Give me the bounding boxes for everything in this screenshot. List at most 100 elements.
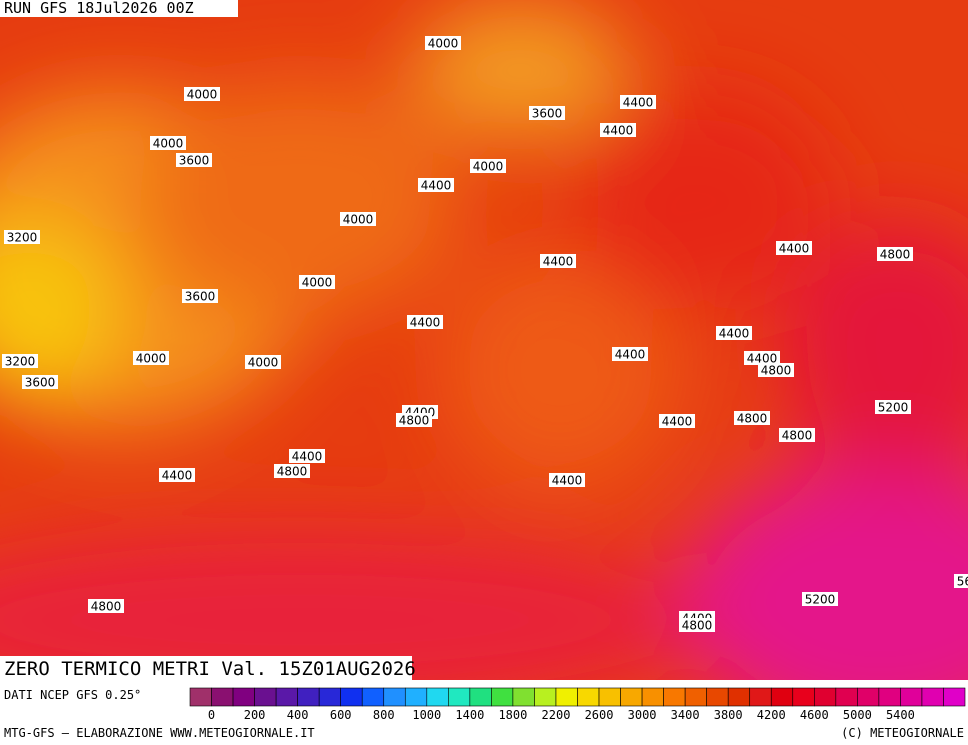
colorbar-swatch xyxy=(555,687,578,707)
contour-label: 4400 xyxy=(716,326,752,341)
colorbar-label: 800 xyxy=(373,708,395,722)
colorbar-swatch xyxy=(469,687,492,707)
contour-label-box xyxy=(679,618,715,632)
contour-label: 4400 xyxy=(407,315,443,330)
contour-label-text: 4400 xyxy=(292,450,323,464)
contour-labels: 4000 4000 4400 3600 4400 4000 3600 4000 4400 4000… xyxy=(2,36,968,633)
colorbar-swatch xyxy=(835,687,858,707)
contour-label-text: 4400 xyxy=(410,316,441,330)
contour-label-box xyxy=(159,468,195,482)
colorbar-label: 400 xyxy=(287,708,309,722)
colorbar-swatch xyxy=(404,687,428,707)
contour-label-text: 4800 xyxy=(737,412,768,426)
colorbar-label: 5000 xyxy=(843,708,872,722)
contour-label: 4000 xyxy=(184,87,220,102)
contour-label-text: 4800 xyxy=(880,248,911,262)
contour-label-text: 3600 xyxy=(25,376,56,390)
contour-label: 5600 xyxy=(954,574,968,589)
colorbar-label: 3800 xyxy=(714,708,743,722)
contour-label: 4000 xyxy=(470,159,506,174)
contour-label-box xyxy=(877,247,913,261)
colorbar-swatch xyxy=(641,687,664,707)
colorbar-label: 5400 xyxy=(886,708,915,722)
contour-label-text: 3200 xyxy=(5,355,36,369)
contour-label-text: 4400 xyxy=(719,327,750,341)
contour-label-box xyxy=(802,592,838,606)
colorbar-swatch xyxy=(491,687,514,707)
contour-label-box xyxy=(425,36,461,50)
contour-label-text: 4800 xyxy=(399,414,430,428)
contour-label-box xyxy=(150,136,186,150)
colorbar-label: 3400 xyxy=(671,708,700,722)
colorbar-swatch xyxy=(340,687,363,707)
colorbar-label: 600 xyxy=(330,708,352,722)
contour-label: 4800 xyxy=(396,413,432,428)
contour-label: 4000 xyxy=(340,212,376,227)
colorbar-label: 1800 xyxy=(498,708,527,722)
colorbar-label: 3000 xyxy=(628,708,657,722)
contour-label: 4400 xyxy=(659,414,695,429)
contour-label-box xyxy=(340,212,376,226)
contour-label-box xyxy=(274,464,310,478)
contour-label-text: 4000 xyxy=(136,352,167,366)
colorbar-swatch xyxy=(361,687,385,707)
contour-label-box xyxy=(620,95,656,109)
contour-label-text: 4400 xyxy=(662,415,693,429)
contour-label-text: 4000 xyxy=(343,213,374,227)
colorbar-swatch xyxy=(383,687,406,707)
contour-label-text: 4800 xyxy=(91,600,122,614)
colorbar-swatch xyxy=(275,687,298,707)
contour-label-text: 4000 xyxy=(187,88,218,102)
colorbar-label: 2600 xyxy=(585,708,614,722)
contour-label-text: 4800 xyxy=(761,364,792,378)
run-label: RUN GFS 18Jul2026 00Z xyxy=(4,0,194,17)
contour-label-text: 4400 xyxy=(162,469,193,483)
contour-label-text: 4400 xyxy=(747,352,778,366)
contour-label-text: 4000 xyxy=(153,137,184,151)
contour-label-text: 4800 xyxy=(782,429,813,443)
footer-right: (C) METEOGIORNALE xyxy=(841,726,964,740)
contour-label-text: 4400 xyxy=(552,474,583,488)
colorbar-swatch xyxy=(921,687,944,707)
colorbar-swatch xyxy=(943,687,966,707)
contour-label: 3200 xyxy=(2,354,38,369)
contour-label: 5200 xyxy=(802,592,838,607)
contour-label-box xyxy=(2,354,38,368)
contour-label-box xyxy=(88,599,124,613)
colorbar-swatch xyxy=(857,687,880,707)
colorbar-swatch xyxy=(318,687,341,707)
contour-label-text: 5200 xyxy=(878,401,909,415)
contour-label-box xyxy=(22,375,58,389)
contour-label-box xyxy=(954,574,968,588)
colorbar-swatch xyxy=(620,687,643,707)
colorbar-swatch xyxy=(512,687,535,707)
contour-label: 4000 xyxy=(425,36,461,51)
source-label: DATI NCEP GFS 0.25° xyxy=(4,688,141,702)
colorbar-swatch xyxy=(448,687,471,707)
contour-label-box xyxy=(612,347,648,361)
contour-label: 4800 xyxy=(758,363,794,378)
contour-label-box xyxy=(758,363,794,377)
title-box xyxy=(0,656,412,680)
contour-label: 4400 xyxy=(418,178,454,193)
contour-label: 4000 xyxy=(299,275,335,290)
contour-label-box xyxy=(289,449,325,463)
contour-label: 3600 xyxy=(176,153,212,168)
colorbar-label: 1400 xyxy=(455,708,484,722)
contour-label-text: 4400 xyxy=(623,96,654,110)
footer-left: MTG-GFS — ELABORAZIONE WWW.METEOGIORNALE… xyxy=(4,726,315,740)
colorbar-swatch xyxy=(663,687,686,707)
contour-label-text: 4800 xyxy=(682,619,713,633)
colorbar-swatch xyxy=(254,687,277,707)
colorbar-label: 0 xyxy=(208,708,215,722)
contour-label-box xyxy=(744,351,780,365)
colorbar-swatch xyxy=(684,687,707,707)
contour-label: 4000 xyxy=(245,355,281,370)
contour-label-text: 5200 xyxy=(805,593,836,607)
colorbar-label: 1000 xyxy=(412,708,441,722)
contour-label-box xyxy=(182,289,218,303)
contour-label-box xyxy=(875,400,911,414)
colorbar-swatch xyxy=(792,687,815,707)
contour-label: 4400 xyxy=(549,473,585,488)
